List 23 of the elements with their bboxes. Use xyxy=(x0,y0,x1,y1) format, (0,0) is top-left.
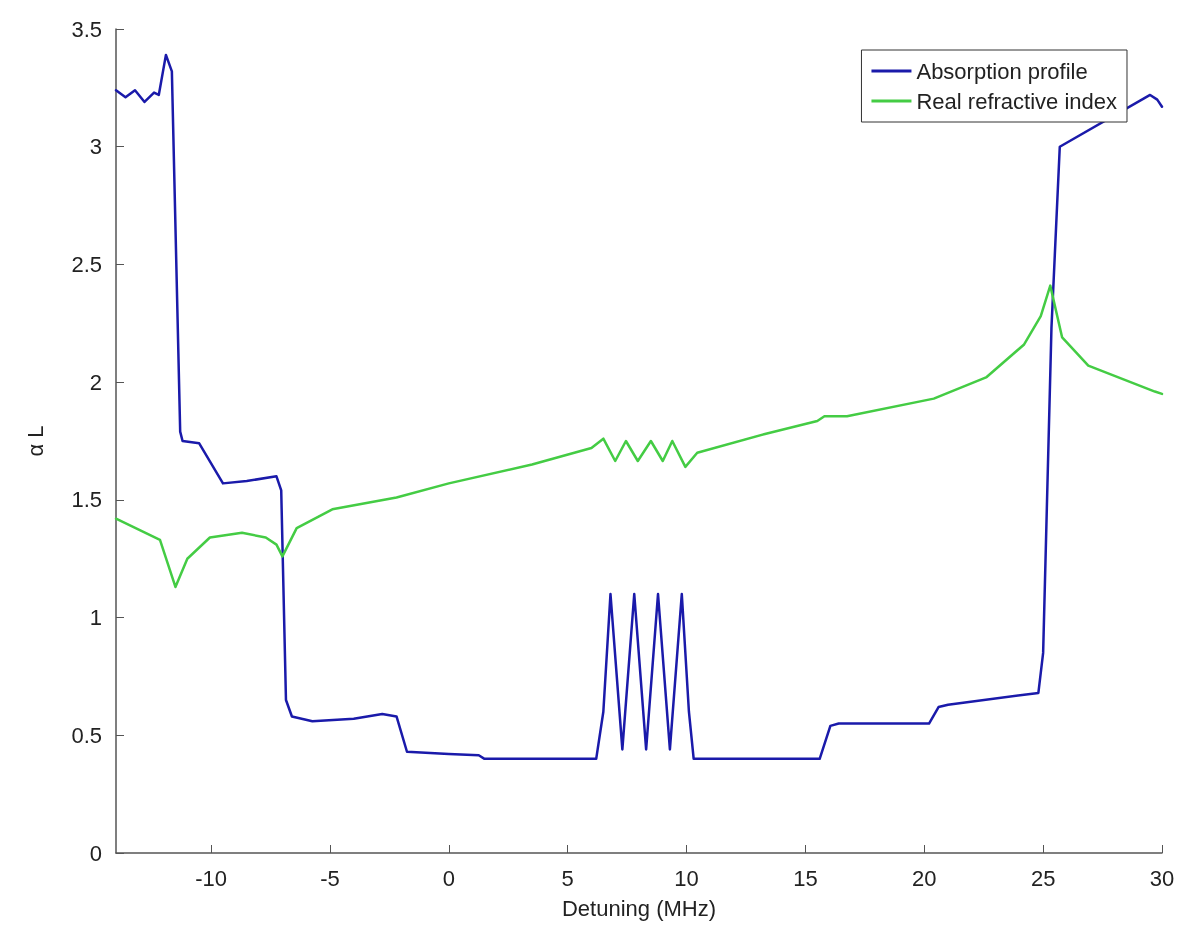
line-series xyxy=(114,53,1164,761)
y-axis-title: α L xyxy=(22,425,48,457)
x-tick-label: 0 xyxy=(442,865,455,891)
legend-label: Real refractive index xyxy=(916,88,1118,114)
y-tick-label: 1 xyxy=(89,605,102,631)
x-tick-label: 10 xyxy=(674,865,699,891)
y-tick-label: 2 xyxy=(89,369,102,395)
x-tick-label: -5 xyxy=(320,865,340,891)
y-tick-label: 0 xyxy=(89,840,102,866)
x-axis-title: Detuning (MHz) xyxy=(561,895,717,921)
x-tick-label: 15 xyxy=(793,865,818,891)
legend-label: Absorption profile xyxy=(916,58,1088,84)
x-tick-label: 30 xyxy=(1149,865,1175,891)
x-tick-label: -10 xyxy=(195,865,227,891)
line-series xyxy=(114,284,1164,589)
x-tick-label: 20 xyxy=(912,865,937,891)
x-tick-label: 5 xyxy=(561,865,574,891)
y-tick-label: 2.5 xyxy=(71,251,102,277)
y-tick-label: 0.5 xyxy=(71,722,102,748)
y-tick-label: 3.5 xyxy=(71,16,102,42)
y-tick-label: 3 xyxy=(89,134,102,160)
y-tick-label: 1.5 xyxy=(71,487,102,513)
x-tick-label: 25 xyxy=(1030,865,1056,891)
